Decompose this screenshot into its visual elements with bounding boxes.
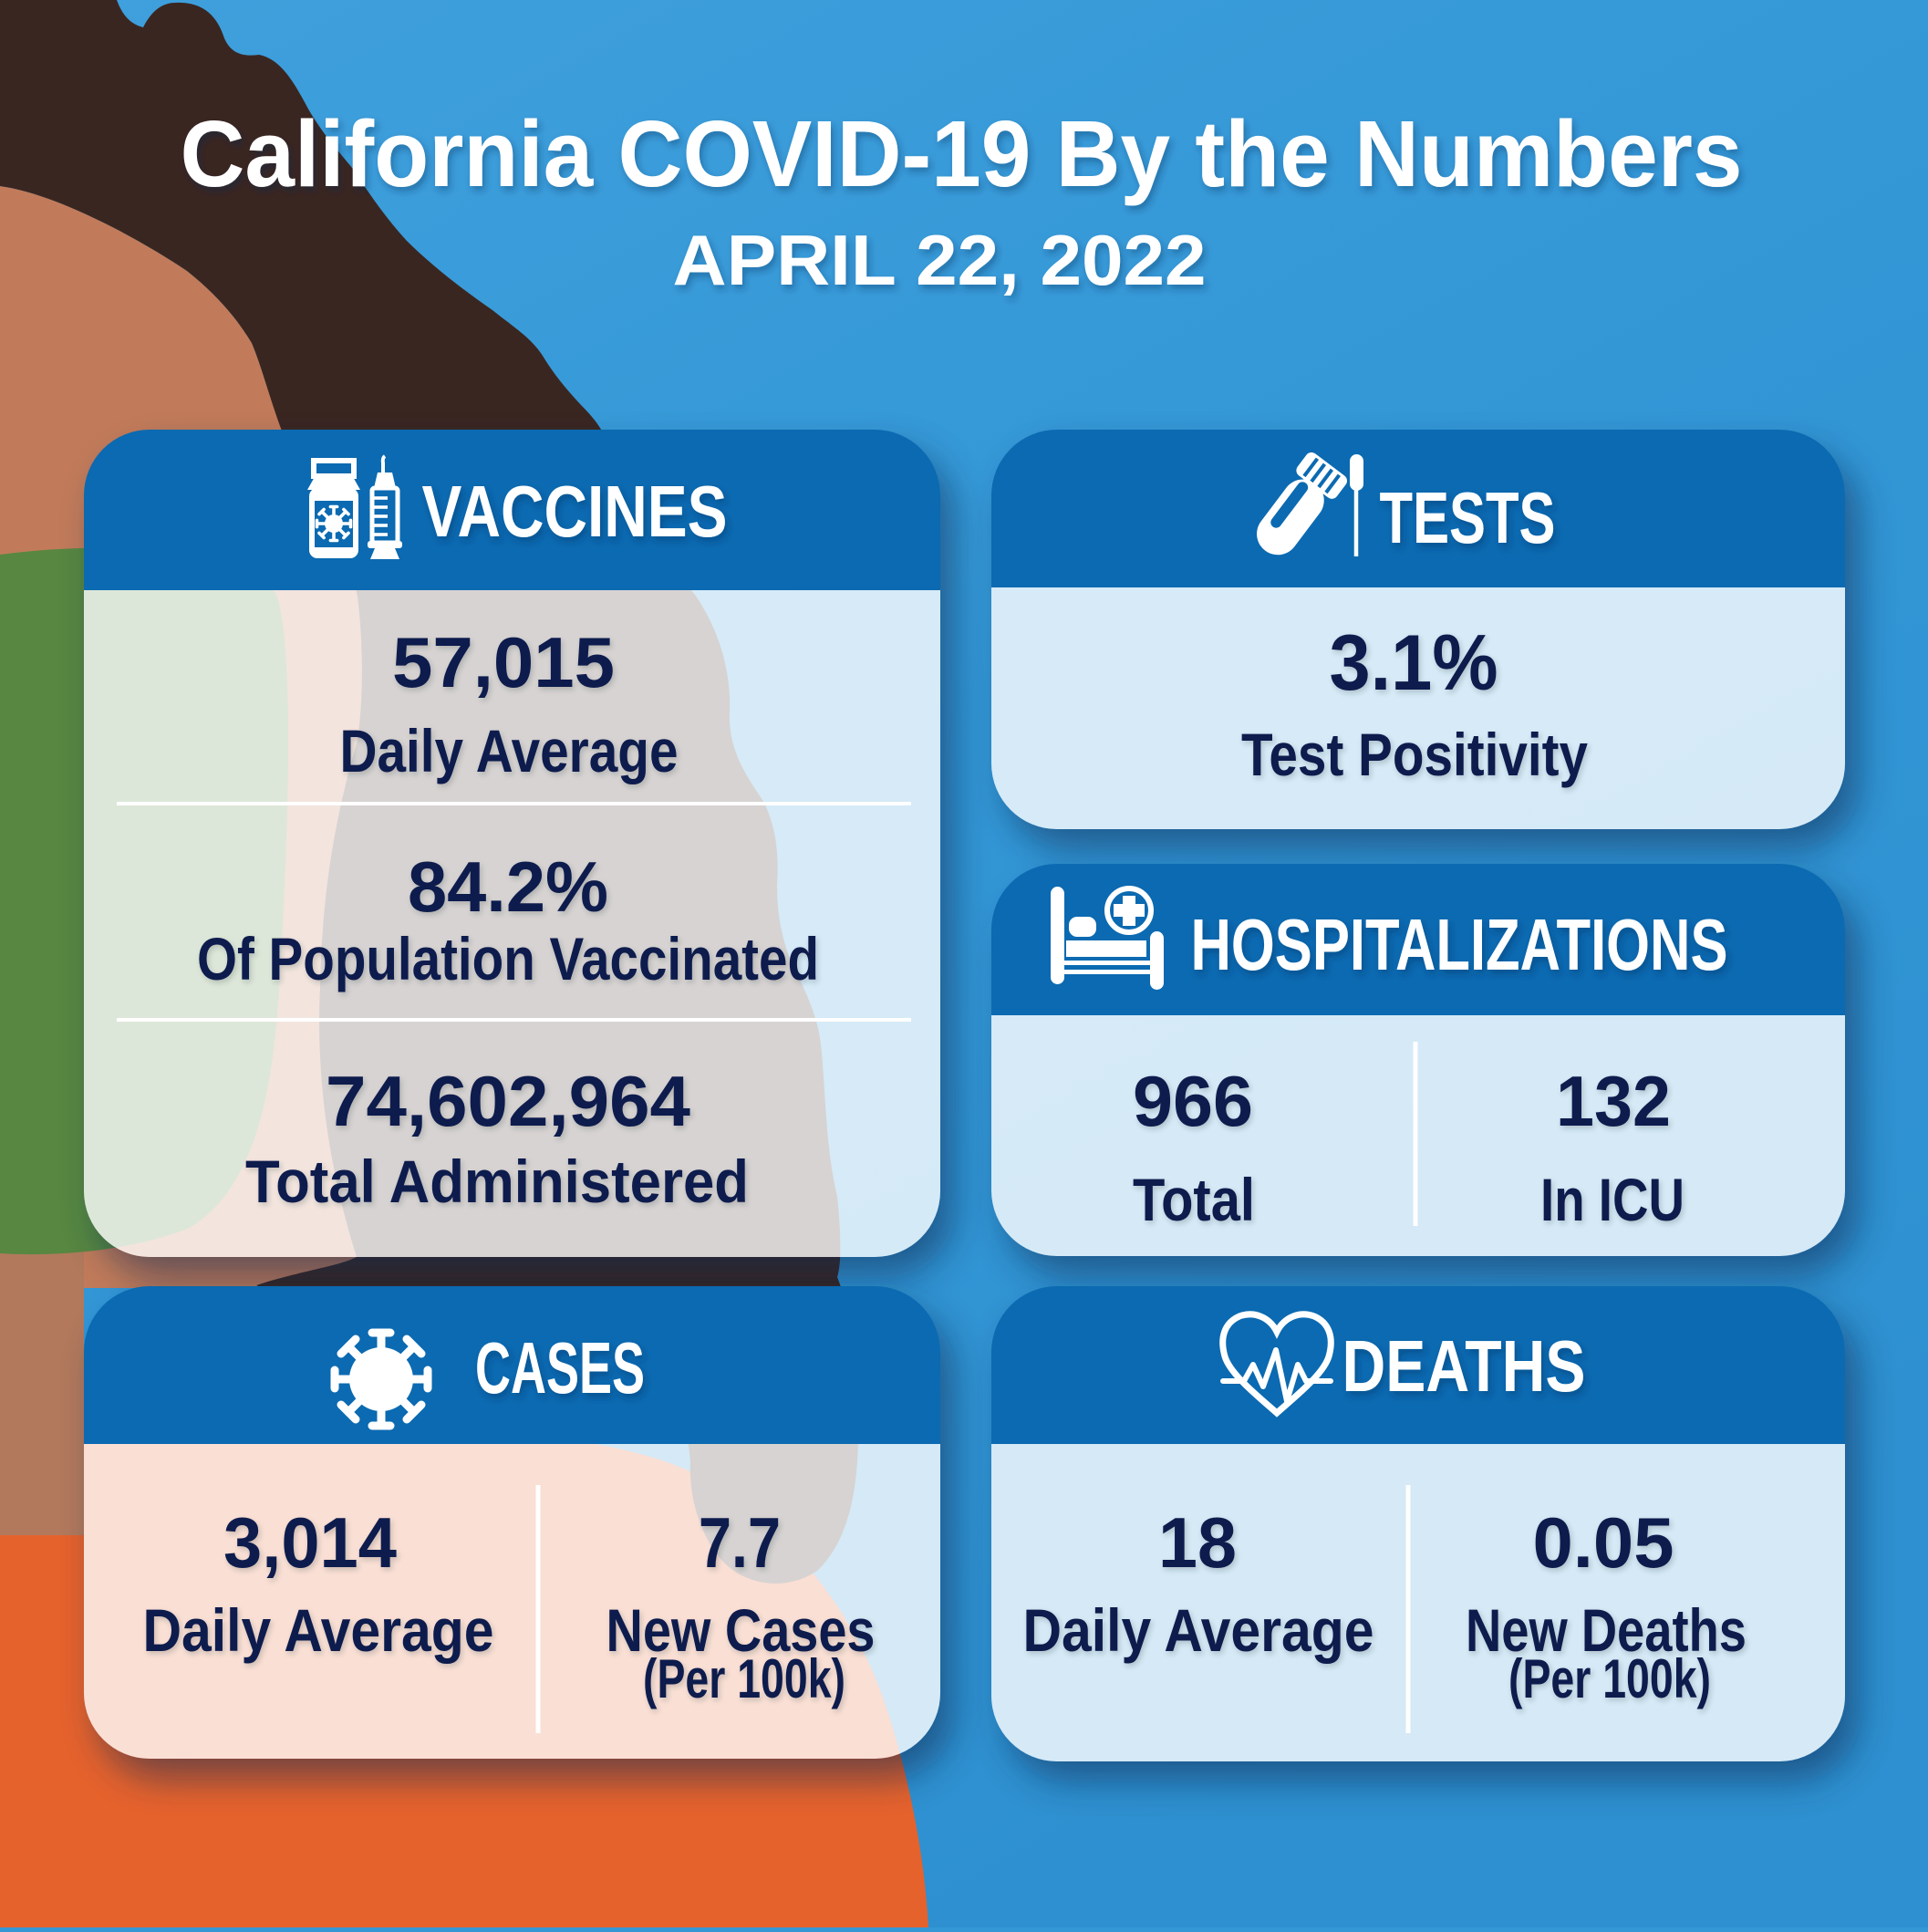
svg-text:Test Positivity: Test Positivity — [1241, 721, 1588, 788]
svg-text:In ICU: In ICU — [1540, 1166, 1684, 1233]
svg-text:VACCINES: VACCINES — [422, 471, 728, 552]
svg-text:HOSPITALIZATIONS: HOSPITALIZATIONS — [1191, 904, 1728, 985]
svg-text:Total Administered: Total Administered — [245, 1148, 749, 1215]
svg-text:Daily Average: Daily Average — [340, 717, 679, 784]
svg-text:New Deaths: New Deaths — [1466, 1596, 1747, 1664]
svg-text:(Per 100k): (Per 100k) — [643, 1648, 845, 1709]
svg-text:57,015: 57,015 — [392, 622, 615, 702]
svg-text:74,602,964: 74,602,964 — [326, 1061, 690, 1141]
svg-text:(Per 100k): (Per 100k) — [1508, 1648, 1711, 1709]
svg-text:3,014: 3,014 — [223, 1502, 397, 1583]
svg-text:Daily Average: Daily Average — [1023, 1596, 1374, 1664]
svg-text:18: 18 — [1158, 1502, 1237, 1583]
svg-text:New Cases: New Cases — [606, 1596, 876, 1664]
svg-text:DEATHS: DEATHS — [1342, 1325, 1586, 1407]
svg-text:Of Population Vaccinated: Of Population Vaccinated — [197, 925, 819, 992]
svg-text:132: 132 — [1556, 1061, 1671, 1141]
svg-text:3.1%: 3.1% — [1330, 619, 1498, 707]
svg-text:TESTS: TESTS — [1380, 477, 1556, 558]
svg-text:0.05: 0.05 — [1533, 1502, 1674, 1583]
svg-text:California COVID-19 By the Num: California COVID-19 By the Numbers — [181, 101, 1743, 206]
svg-text:CASES: CASES — [475, 1327, 645, 1408]
svg-text:7.7: 7.7 — [699, 1502, 781, 1583]
svg-text:84.2%: 84.2% — [408, 847, 608, 927]
svg-text:966: 966 — [1133, 1061, 1253, 1141]
svg-text:Total: Total — [1133, 1166, 1255, 1233]
svg-text:APRIL 22, 2022: APRIL 22, 2022 — [673, 220, 1207, 300]
svg-text:Daily Average: Daily Average — [143, 1596, 494, 1664]
